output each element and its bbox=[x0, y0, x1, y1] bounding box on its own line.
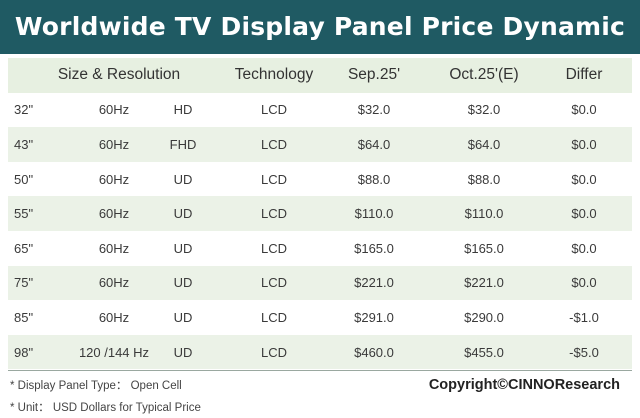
cell-oct-price: $221.0 bbox=[464, 275, 504, 291]
header-differ: Differ bbox=[565, 66, 603, 84]
cell-technology: LCD bbox=[260, 344, 287, 360]
cell-technology: LCD bbox=[260, 102, 287, 118]
title-bar bbox=[0, 0, 640, 54]
cell-refresh-rate: 60Hz bbox=[98, 275, 130, 291]
header-size-resolution: Size & Resolution bbox=[57, 66, 181, 84]
cell-refresh-rate: 60Hz bbox=[98, 309, 130, 325]
cell-refresh-rate: 120 /144 Hz bbox=[78, 344, 150, 360]
cell-size: 55" bbox=[14, 206, 34, 222]
cell-resolution: HD bbox=[173, 102, 193, 118]
cell-differ: $0.0 bbox=[571, 171, 597, 187]
table-row: 65" 60Hz UD LCD $165.0 $165.0 $0.0 bbox=[8, 231, 632, 266]
copyright: Copyright©CINNOResearch bbox=[428, 377, 620, 393]
header-sep: Sep.25' bbox=[347, 66, 401, 84]
cell-sep-price: $460.0 bbox=[354, 344, 394, 360]
table-row: 75" 60Hz UD LCD $221.0 $221.0 $0.0 bbox=[8, 265, 632, 301]
header-oct: Oct.25'(E) bbox=[449, 66, 519, 84]
cell-differ: $0.0 bbox=[571, 206, 597, 222]
cell-differ: $0.0 bbox=[571, 136, 597, 152]
cell-size: 75" bbox=[14, 275, 34, 291]
table-row: 32" 60Hz HD LCD $32.0 $32.0 $0.0 bbox=[8, 93, 632, 128]
cell-differ: -$5.0 bbox=[569, 344, 599, 360]
footnote-unit: * Unit： USD Dollars for Typical Price bbox=[10, 402, 201, 414]
cell-resolution: UD bbox=[173, 240, 193, 256]
cell-technology: LCD bbox=[260, 171, 287, 187]
cell-refresh-rate: 60Hz bbox=[98, 240, 130, 256]
cell-sep-price: $165.0 bbox=[354, 240, 394, 256]
cell-resolution: UD bbox=[173, 275, 193, 291]
table-row: 50" 60Hz UD LCD $88.0 $88.0 $0.0 bbox=[8, 162, 632, 197]
cell-resolution: UD bbox=[173, 309, 193, 325]
table-row: 98" 120 /144 Hz UD LCD $460.0 $455.0 -$5.0 bbox=[8, 334, 632, 370]
cell-technology: LCD bbox=[260, 240, 287, 256]
cell-size: 98" bbox=[14, 344, 34, 360]
footnote-panel-type: * Display Panel Type： Open Cell bbox=[10, 380, 182, 392]
cell-refresh-rate: 60Hz bbox=[98, 102, 130, 118]
cell-size: 85" bbox=[14, 309, 34, 325]
cell-resolution: UD bbox=[173, 206, 193, 222]
table-row: 43" 60Hz FHD LCD $64.0 $64.0 $0.0 bbox=[8, 127, 632, 162]
cell-size: 50" bbox=[14, 171, 34, 187]
cell-technology: LCD bbox=[260, 275, 287, 291]
cell-resolution: FHD bbox=[169, 136, 197, 152]
cell-differ: -$1.0 bbox=[569, 309, 599, 325]
cell-technology: LCD bbox=[260, 136, 287, 152]
header-technology: Technology bbox=[234, 66, 314, 84]
cell-oct-price: $110.0 bbox=[464, 206, 504, 222]
cell-differ: $0.0 bbox=[571, 275, 597, 291]
cell-size: 65" bbox=[14, 240, 34, 256]
cell-oct-price: $455.0 bbox=[464, 344, 504, 360]
cell-oct-price: $32.0 bbox=[467, 102, 501, 118]
cell-oct-price: $88.0 bbox=[467, 171, 501, 187]
cell-oct-price: $165.0 bbox=[464, 240, 504, 256]
cell-refresh-rate: 60Hz bbox=[98, 136, 130, 152]
cell-refresh-rate: 60Hz bbox=[98, 171, 130, 187]
cell-oct-price: $290.0 bbox=[464, 309, 504, 325]
cell-technology: LCD bbox=[260, 309, 287, 325]
cell-resolution: UD bbox=[173, 171, 193, 187]
price-table: Size & Resolution Technology Sep.25' Oct… bbox=[8, 58, 632, 370]
cell-oct-price: $64.0 bbox=[467, 136, 501, 152]
cell-sep-price: $32.0 bbox=[357, 102, 391, 118]
cell-sep-price: $110.0 bbox=[354, 206, 394, 222]
cell-size: 43" bbox=[14, 136, 34, 152]
page-title: Worldwide TV Display Panel Price Dynamic bbox=[14, 12, 626, 41]
cell-sep-price: $291.0 bbox=[354, 309, 394, 325]
cell-technology: LCD bbox=[260, 206, 287, 222]
table-bottom-rule bbox=[8, 370, 632, 371]
table-row: 85" 60Hz UD LCD $291.0 $290.0 -$1.0 bbox=[8, 300, 632, 335]
table-header: Size & Resolution Technology Sep.25' Oct… bbox=[8, 58, 632, 93]
table-row: 55" 60Hz UD LCD $110.0 $110.0 $0.0 bbox=[8, 196, 632, 231]
cell-refresh-rate: 60Hz bbox=[98, 206, 130, 222]
cell-size: 32" bbox=[14, 102, 34, 118]
cell-sep-price: $221.0 bbox=[354, 275, 394, 291]
cell-sep-price: $88.0 bbox=[357, 171, 391, 187]
cell-differ: $0.0 bbox=[571, 102, 597, 118]
cell-sep-price: $64.0 bbox=[357, 136, 391, 152]
cell-differ: $0.0 bbox=[571, 240, 597, 256]
cell-resolution: UD bbox=[173, 344, 193, 360]
